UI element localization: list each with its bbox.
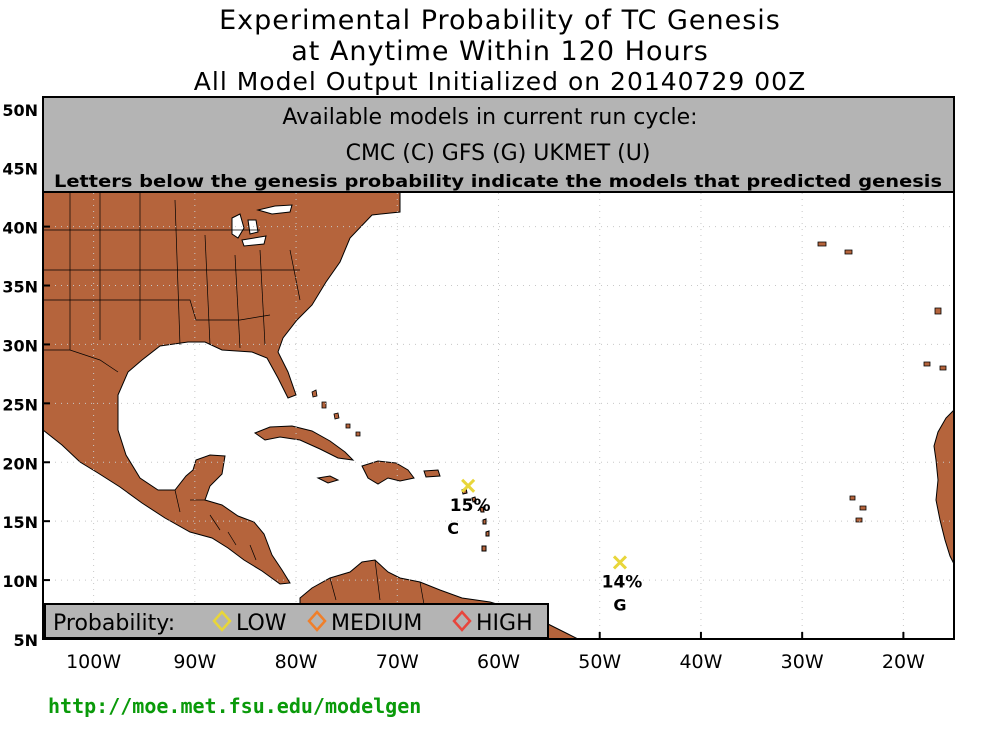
longitude-axis: 100W 90W 80W 70W 60W 50W 40W 30W 20W	[66, 632, 925, 673]
lon-tick-label: 70W	[376, 651, 419, 673]
low-diamond-icon	[212, 610, 232, 632]
lat-tick-label: 15N	[2, 513, 38, 532]
lat-tick-label: 40N	[2, 219, 38, 238]
models-box: Available models in current run cycle: C…	[42, 96, 955, 193]
probability-legend: Probability: LOW MEDIUM HIGH	[44, 603, 549, 639]
medium-diamond-icon	[307, 610, 327, 632]
lat-tick-label: 25N	[2, 395, 38, 414]
lon-tick-label: 90W	[173, 651, 216, 673]
genesis-point: 14% G	[602, 555, 643, 614]
lon-tick-label: 80W	[275, 651, 318, 673]
title-line-2: at Anytime Within 120 Hours	[291, 36, 709, 67]
lat-tick-label: 35N	[2, 278, 38, 297]
genesis-x-icon	[461, 478, 476, 493]
legend-high: HIGH	[476, 611, 533, 636]
genesis-probability: 14%	[602, 572, 643, 592]
cuba-land	[253, 425, 355, 461]
genesis-markers: 15% C 14% G	[447, 478, 643, 614]
lat-tick-label: 30N	[2, 336, 38, 355]
jamaica-land	[316, 475, 340, 484]
models-list: CMC (C) GFS (G) UKMET (U)	[346, 141, 651, 166]
lat-tick-label: 20N	[2, 454, 38, 473]
genesis-models: C	[447, 519, 459, 538]
lat-tick-label: 10N	[2, 572, 38, 591]
lon-tick-label: 20W	[882, 651, 925, 673]
models-box-note: Letters below the genesis probability in…	[54, 172, 942, 192]
legend-medium: MEDIUM	[331, 611, 422, 636]
atlantic-islands-land	[817, 241, 947, 523]
legend-label: Probability:	[53, 611, 175, 636]
title-line-3: All Model Output Initialized on 20140729…	[193, 67, 807, 96]
lon-tick-label: 60W	[477, 651, 520, 673]
genesis-models: G	[613, 595, 626, 614]
genesis-x-icon	[612, 555, 628, 570]
lon-tick-label: 40W	[679, 651, 722, 673]
north-america-land	[43, 189, 401, 585]
source-url[interactable]: http://moe.met.fsu.edu/modelgen	[48, 694, 422, 718]
title-line-1: Experimental Probability of TC Genesis	[219, 5, 781, 36]
genesis-point: 15% C	[447, 478, 491, 538]
africa-land	[933, 409, 954, 566]
lon-tick-label: 100W	[66, 651, 121, 673]
political-borders	[43, 190, 426, 611]
lat-tick-label: 5N	[13, 631, 38, 650]
lon-tick-label: 50W	[578, 651, 621, 673]
genesis-probability: 15%	[450, 496, 491, 516]
high-diamond-icon	[452, 610, 472, 632]
models-box-heading: Available models in current run cycle:	[282, 105, 697, 130]
puerto-rico-land	[423, 469, 441, 478]
legend-low: LOW	[236, 611, 287, 636]
lat-tick-label: 50N	[2, 101, 38, 120]
lat-tick-label: 45N	[2, 160, 38, 179]
latitude-axis: 50N 45N 40N 35N 30N 25N 20N 15N 10N 5N	[2, 101, 50, 650]
hispaniola-land	[361, 460, 415, 485]
lon-tick-label: 30W	[781, 651, 824, 673]
